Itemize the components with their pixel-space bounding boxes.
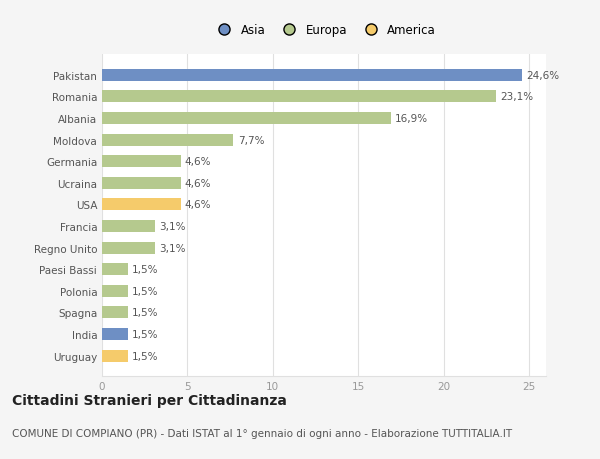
Bar: [102, 350, 128, 362]
Bar: [102, 328, 128, 340]
Bar: [102, 285, 128, 297]
Bar: [102, 113, 391, 125]
Text: 4,6%: 4,6%: [185, 157, 211, 167]
Bar: [102, 221, 155, 232]
Text: 7,7%: 7,7%: [238, 135, 264, 145]
Text: 23,1%: 23,1%: [501, 92, 534, 102]
Bar: [102, 242, 155, 254]
Bar: [102, 134, 233, 146]
Text: 24,6%: 24,6%: [526, 71, 559, 81]
Legend: Asia, Europa, America: Asia, Europa, America: [208, 19, 440, 42]
Bar: [102, 91, 496, 103]
Text: 3,1%: 3,1%: [159, 243, 186, 253]
Text: 16,9%: 16,9%: [395, 114, 428, 124]
Text: 3,1%: 3,1%: [159, 222, 186, 231]
Text: 4,6%: 4,6%: [185, 179, 211, 188]
Bar: [102, 263, 128, 275]
Text: 1,5%: 1,5%: [132, 286, 158, 296]
Text: Cittadini Stranieri per Cittadinanza: Cittadini Stranieri per Cittadinanza: [12, 393, 287, 407]
Bar: [102, 156, 181, 168]
Bar: [102, 70, 522, 82]
Text: 4,6%: 4,6%: [185, 200, 211, 210]
Bar: [102, 307, 128, 319]
Bar: [102, 199, 181, 211]
Text: 1,5%: 1,5%: [132, 351, 158, 361]
Text: COMUNE DI COMPIANO (PR) - Dati ISTAT al 1° gennaio di ogni anno - Elaborazione T: COMUNE DI COMPIANO (PR) - Dati ISTAT al …: [12, 428, 512, 438]
Text: 1,5%: 1,5%: [132, 308, 158, 318]
Text: 1,5%: 1,5%: [132, 265, 158, 274]
Text: 1,5%: 1,5%: [132, 329, 158, 339]
Bar: [102, 178, 181, 189]
